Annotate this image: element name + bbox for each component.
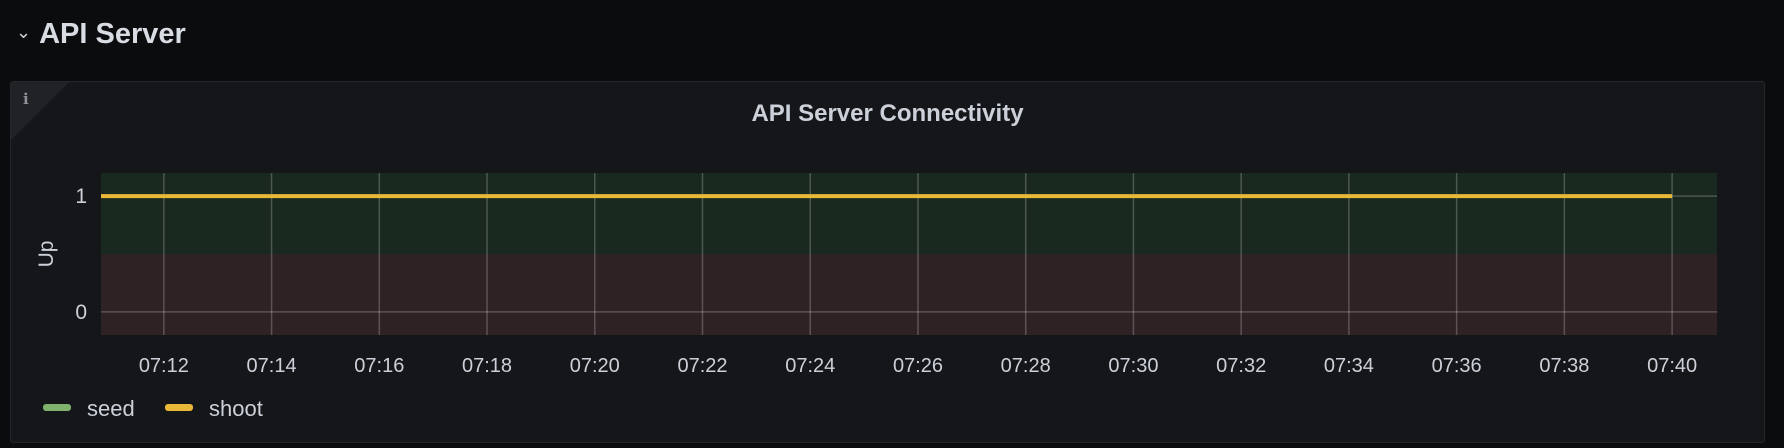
legend-label: seed xyxy=(87,396,135,421)
row-header-api-server[interactable]: ⌄ API Server xyxy=(16,14,186,54)
x-tick-label: 07:38 xyxy=(1539,355,1589,377)
panel-title[interactable]: API Server Connectivity xyxy=(751,100,1024,127)
legend-swatch xyxy=(165,404,193,411)
threshold-band xyxy=(101,173,1717,254)
x-tick-label: 07:40 xyxy=(1647,355,1697,377)
legend-item-seed[interactable]: seed xyxy=(43,396,135,421)
x-tick-label: 07:20 xyxy=(570,355,620,377)
y-axis-label: Up xyxy=(35,241,58,268)
y-tick-label: 0 xyxy=(75,301,87,324)
legend-label: shoot xyxy=(209,396,263,421)
x-tick-label: 07:32 xyxy=(1216,355,1266,377)
x-tick-label: 07:36 xyxy=(1432,355,1482,377)
x-tick-label: 07:22 xyxy=(677,355,727,377)
info-icon[interactable]: i xyxy=(23,90,29,108)
x-tick-label: 07:26 xyxy=(893,355,943,377)
x-tick-label: 07:34 xyxy=(1324,355,1374,377)
threshold-band xyxy=(101,254,1717,335)
row-title: API Server xyxy=(39,17,186,50)
x-tick-label: 07:28 xyxy=(1001,355,1051,377)
x-tick-label: 07:24 xyxy=(785,355,835,377)
x-tick-label: 07:30 xyxy=(1108,355,1158,377)
legend-item-shoot[interactable]: shoot xyxy=(165,396,263,421)
x-tick-label: 07:12 xyxy=(139,355,189,377)
chart-panel: i API Server Connectivity 07:12 07:14 07:1… xyxy=(10,81,1765,443)
x-tick-label: 07:16 xyxy=(354,355,404,377)
x-tick-label: 07:18 xyxy=(462,355,512,377)
chevron-down-icon: ⌄ xyxy=(16,21,32,42)
chart-svg: 07:12 07:14 07:16 07:18 07:20 07:22 07:24 07:26… xyxy=(35,173,1717,421)
x-tick-label: 07:14 xyxy=(247,355,297,377)
panel-info-corner xyxy=(11,82,69,140)
legend-swatch xyxy=(43,404,71,411)
y-tick-label: 1 xyxy=(75,185,87,208)
